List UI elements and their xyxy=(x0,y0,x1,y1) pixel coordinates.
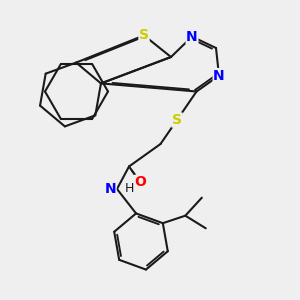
Text: N: N xyxy=(213,69,225,82)
Text: N: N xyxy=(105,182,116,196)
Text: N: N xyxy=(186,30,198,44)
Text: O: O xyxy=(134,176,146,189)
Text: H: H xyxy=(125,182,134,196)
Text: S: S xyxy=(172,113,182,127)
Text: S: S xyxy=(139,28,149,42)
